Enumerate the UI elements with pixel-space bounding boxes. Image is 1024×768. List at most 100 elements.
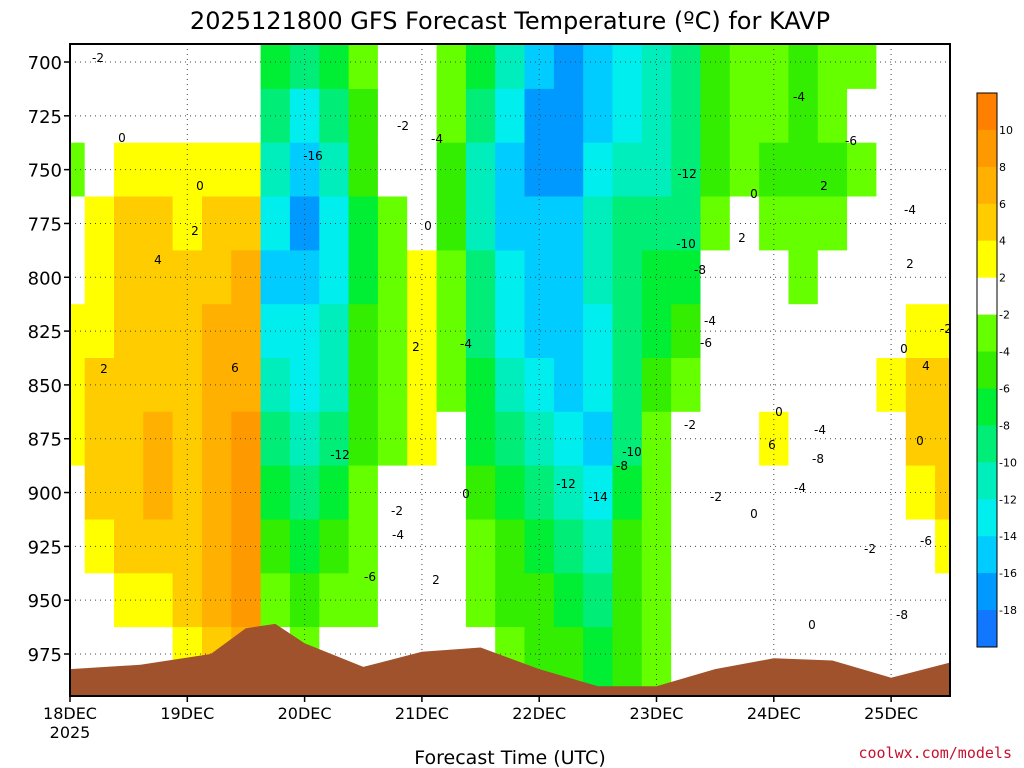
heatmap-cell: [70, 142, 86, 198]
heatmap-cell: [231, 44, 262, 90]
heatmap-cell: [319, 465, 350, 520]
heatmap-cell: [114, 88, 144, 144]
heatmap-cell: [172, 573, 203, 628]
heatmap-cell: [788, 88, 819, 144]
heatmap-cell: [612, 142, 643, 198]
heatmap-cell: [436, 250, 467, 305]
heatmap-cell: [114, 142, 144, 198]
heatmap-cell: [436, 142, 467, 198]
ground-area: [70, 623, 950, 696]
heatmap-cell: [172, 358, 203, 413]
heatmap-cell: [612, 88, 643, 144]
contour-label: -12: [677, 167, 697, 181]
heatmap-cell: [847, 44, 877, 90]
heatmap-cell: [817, 304, 848, 359]
heatmap-cell: [671, 411, 702, 467]
heatmap-cell: [729, 573, 760, 628]
colorbar-tick-label: 10: [999, 124, 1013, 137]
heatmap-cell: [817, 358, 848, 413]
heatmap-cell: [436, 519, 467, 574]
heatmap-cell: [436, 44, 467, 90]
heatmap-cell: [847, 142, 877, 198]
heatmap-cell: [553, 196, 584, 251]
heatmap-cell: [436, 88, 467, 144]
heatmap-cell: [935, 44, 950, 90]
contour-label: 0: [424, 219, 432, 233]
heatmap-cell: [935, 304, 950, 359]
heatmap-cell: [641, 196, 672, 251]
heatmap-cell: [319, 142, 350, 198]
heatmap-cell: [260, 44, 291, 90]
heatmap-cell: [70, 196, 86, 251]
heatmap-cell: [759, 358, 789, 413]
heatmap-cell: [84, 465, 115, 520]
heatmap-cell: [114, 411, 144, 467]
contour-label: 0: [916, 434, 924, 448]
heatmap-cell: [583, 358, 614, 413]
heatmap-cell: [348, 196, 379, 251]
heatmap-cell: [553, 250, 584, 305]
heatmap-cell: [583, 250, 614, 305]
contour-label: 0: [750, 507, 758, 521]
heatmap-cell: [876, 196, 907, 251]
heatmap-cell: [847, 411, 877, 467]
heatmap-cell: [641, 465, 672, 520]
heatmap-cell: [817, 519, 848, 574]
heatmap-cell: [671, 88, 702, 144]
heatmap-cell: [524, 44, 555, 90]
heatmap-cell: [70, 465, 86, 520]
heatmap-cell: [348, 358, 379, 413]
colorbar-bin: [977, 462, 997, 500]
heatmap-cell: [70, 519, 86, 574]
contour-label: -6: [845, 134, 857, 148]
heatmap-cell: [202, 88, 232, 144]
heatmap-cell: [729, 196, 760, 251]
heatmap-cell: [553, 142, 584, 198]
heatmap-cell: [817, 411, 848, 467]
colorbar: 10 8 6 4 2 -2 -4 -6 -8 -10 -12 -14 -16 -18: [976, 92, 1017, 648]
heatmap-cell: [905, 44, 936, 90]
heatmap-cell: [847, 519, 877, 574]
heatmap-cell: [231, 88, 262, 144]
heatmap-cell: [671, 358, 702, 413]
heatmap-cell: [788, 44, 819, 90]
heatmap-cell: [172, 88, 203, 144]
heatmap-cell: [377, 44, 408, 90]
heatmap-cell: [759, 465, 789, 520]
contour-label: -4: [793, 90, 805, 104]
heatmap-cell: [671, 465, 702, 520]
heatmap-cell: [348, 304, 379, 359]
heatmap-cell: [553, 88, 584, 144]
contour-label: -8: [694, 263, 706, 277]
heatmap-cell: [553, 304, 584, 359]
contour-label: 6: [768, 438, 776, 452]
y-tick-label: 925: [28, 537, 62, 558]
heatmap-cell: [377, 573, 408, 628]
contour-label: -16: [303, 149, 323, 163]
contour-label: -2: [92, 51, 104, 65]
heatmap-cell: [436, 196, 467, 251]
contour-label: 0: [900, 342, 908, 356]
heatmap-cell: [114, 250, 144, 305]
heatmap-cell: [641, 250, 672, 305]
contour-label: -8: [616, 459, 628, 473]
heatmap-cell: [114, 465, 144, 520]
heatmap-cell: [524, 88, 555, 144]
heatmap-cell: [876, 44, 907, 90]
heatmap-cell: [729, 304, 760, 359]
x-tick-label: 23DEC: [630, 704, 684, 723]
colorbar-tick-label: 6: [999, 198, 1006, 211]
heatmap-cell: [407, 196, 438, 251]
heatmap-cell: [641, 358, 672, 413]
heatmap-cell: [231, 250, 262, 305]
heatmap-cell: [231, 196, 262, 251]
heatmap-cell: [524, 519, 555, 574]
heatmap-cell: [436, 465, 467, 520]
heatmap-cell: [172, 44, 203, 90]
heatmap-cell: [319, 250, 350, 305]
credit-link[interactable]: coolwx.com/models: [858, 744, 1012, 762]
y-tick-label: 900: [28, 484, 62, 505]
heatmap-cell: [641, 304, 672, 359]
contour-label: -6: [700, 336, 712, 350]
heatmap-cell: [319, 44, 350, 90]
